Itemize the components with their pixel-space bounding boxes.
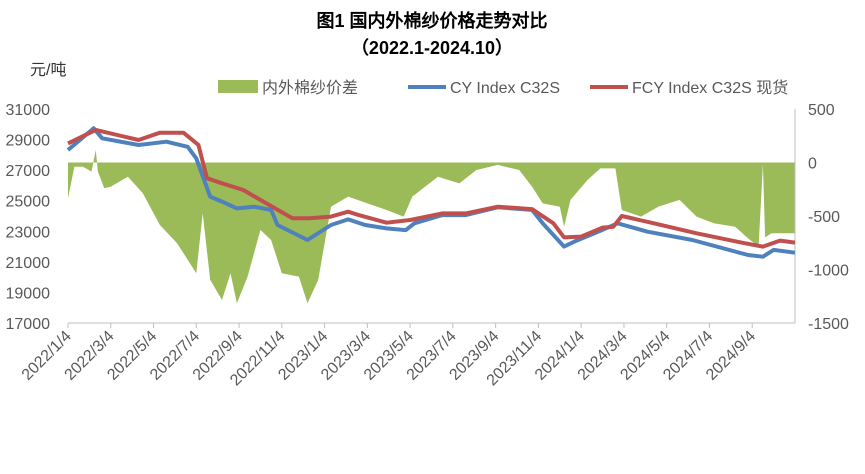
left-axis-tick-label: 17000 — [6, 316, 51, 333]
y-axis-unit-label: 元/吨 — [30, 61, 66, 79]
right-axis-tick-label: 500 — [808, 102, 835, 119]
legend-swatch-spread — [218, 80, 258, 93]
series-area-spread — [68, 150, 795, 304]
series-line-fcy — [67, 127, 796, 249]
legend-label-fcy: FCY Index C32S 现货 — [632, 79, 788, 97]
left-axis-tick-label: 29000 — [6, 133, 51, 150]
legend-label-cy: CY Index C32S — [450, 80, 560, 97]
right-axis-tick-label: 0 — [808, 156, 817, 173]
right-axis-tick-label: -1000 — [808, 263, 849, 280]
left-axis-tick-label: 23000 — [6, 224, 51, 241]
legend: 内外棉纱价差 CY Index C32S FCY Index C32S 现货 — [218, 79, 788, 97]
left-axis-tick-label: 27000 — [6, 163, 51, 180]
plot-area: 31000 29000 27000 25000 23000 21000 19000 17000… — [6, 102, 850, 389]
right-axis-tick-label: -500 — [808, 209, 840, 226]
right-axis-tick-label: -1500 — [808, 316, 849, 333]
legend-label-spread: 内外棉纱价差 — [262, 79, 358, 97]
chart-title: 图1 国内外棉纱价格走势对比 — [316, 10, 547, 31]
series-line-cy — [66, 126, 796, 259]
left-axis-tick-label: 21000 — [6, 255, 51, 272]
chart-subtitle: （2022.1-2024.10） — [351, 38, 513, 58]
left-axis-tick-label: 19000 — [6, 285, 51, 302]
left-axis-tick-label: 25000 — [6, 194, 51, 211]
left-axis-tick-label: 31000 — [6, 102, 51, 119]
